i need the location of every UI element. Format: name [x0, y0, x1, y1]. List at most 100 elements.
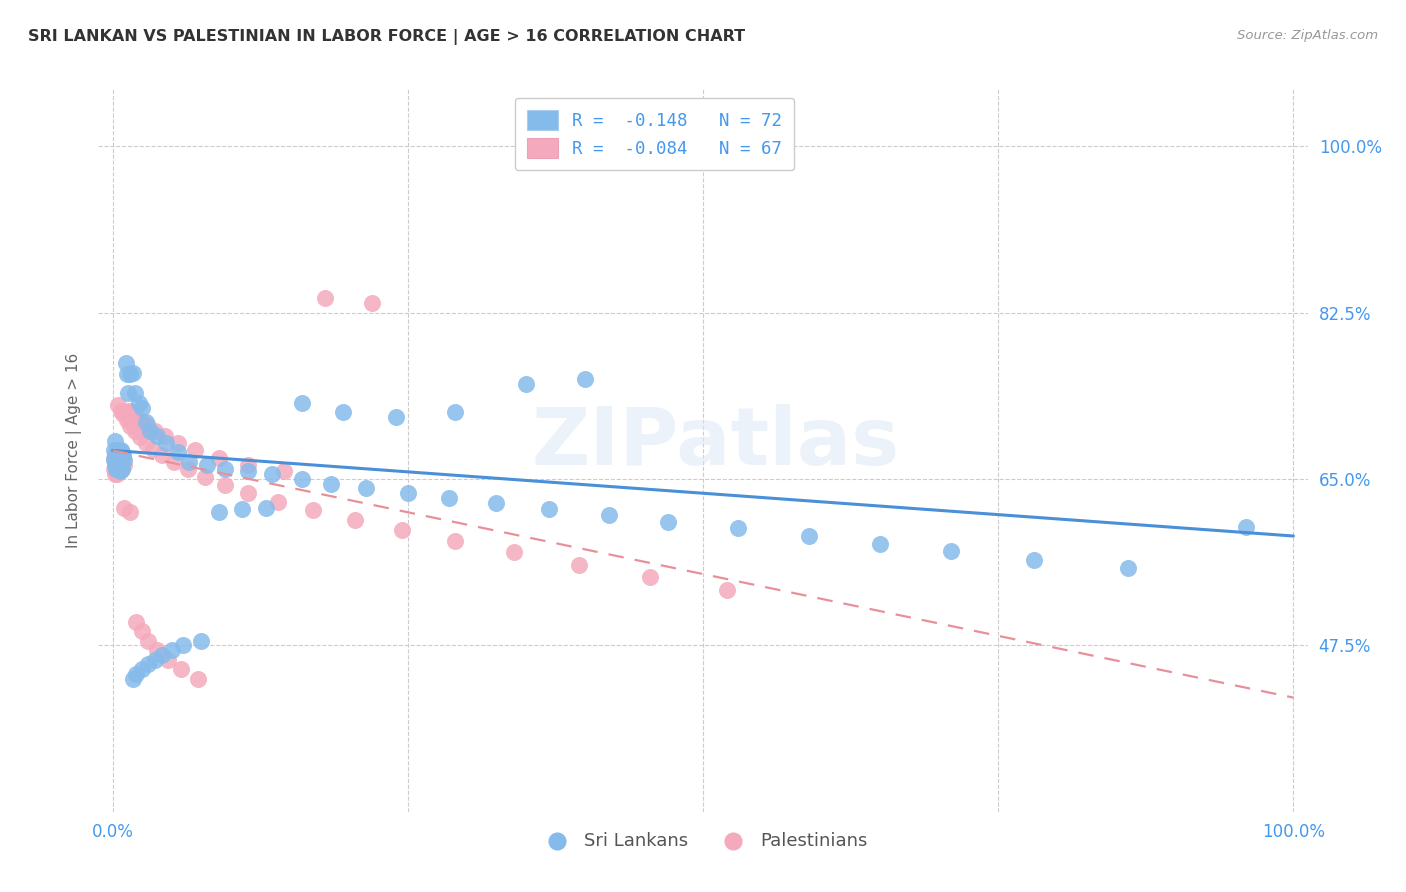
Point: [131, 401, 153, 415]
Point: [105, 458, 128, 472]
Point: [112, 451, 135, 466]
Point: [319, 476, 342, 491]
Point: [799, 529, 821, 543]
Point: [110, 458, 132, 472]
Point: [657, 515, 679, 529]
Point: [135, 415, 157, 429]
Point: [238, 458, 260, 472]
Point: [153, 429, 176, 443]
Point: [267, 495, 290, 509]
Point: [302, 503, 325, 517]
Point: [124, 386, 146, 401]
Point: [118, 403, 141, 417]
Point: [1234, 519, 1257, 533]
Point: [122, 407, 145, 422]
Point: [117, 407, 139, 422]
Point: [260, 467, 283, 482]
Point: [103, 462, 125, 476]
Point: [503, 545, 526, 559]
Point: [105, 462, 128, 476]
Point: [391, 524, 413, 538]
Point: [157, 652, 180, 666]
Point: [716, 583, 738, 598]
Point: [128, 396, 150, 410]
Point: [396, 486, 419, 500]
Point: [238, 464, 260, 478]
Point: [939, 544, 962, 558]
Point: [385, 410, 408, 425]
Point: [139, 425, 162, 439]
Point: [314, 291, 336, 305]
Point: [135, 435, 157, 450]
Point: [103, 443, 125, 458]
Point: [107, 445, 129, 459]
Point: [214, 477, 236, 491]
Point: [437, 491, 460, 505]
Point: [104, 434, 127, 448]
Point: [127, 410, 149, 425]
Point: [136, 418, 159, 433]
Point: [104, 458, 127, 472]
Text: ZIPatlas: ZIPatlas: [531, 404, 900, 483]
Point: [143, 652, 166, 666]
Point: [142, 442, 165, 456]
Point: [128, 430, 150, 444]
Point: [112, 500, 135, 515]
Point: [120, 418, 142, 433]
Point: [1022, 553, 1045, 567]
Point: [172, 638, 194, 652]
Point: [125, 666, 148, 681]
Point: [869, 536, 891, 550]
Point: [103, 453, 125, 467]
Point: [166, 435, 188, 450]
Point: [114, 356, 136, 370]
Point: [105, 443, 128, 458]
Point: [356, 482, 378, 496]
Point: [1116, 561, 1139, 575]
Point: [108, 464, 131, 478]
Point: [111, 462, 134, 476]
Point: [107, 453, 129, 467]
Text: SRI LANKAN VS PALESTINIAN IN LABOR FORCE | AGE > 16 CORRELATION CHART: SRI LANKAN VS PALESTINIAN IN LABOR FORCE…: [28, 29, 745, 45]
Point: [108, 451, 131, 466]
Legend: Sri Lankans, Palestinians: Sri Lankans, Palestinians: [531, 824, 875, 857]
Point: [103, 451, 125, 466]
Point: [290, 472, 312, 486]
Point: [727, 521, 749, 535]
Point: [115, 410, 138, 425]
Point: [105, 467, 128, 482]
Point: [124, 425, 146, 439]
Point: [108, 451, 131, 466]
Point: [111, 445, 134, 459]
Point: [184, 443, 207, 458]
Point: [214, 462, 236, 476]
Point: [146, 643, 169, 657]
Point: [515, 376, 537, 391]
Point: [120, 505, 142, 519]
Point: [190, 633, 212, 648]
Point: [574, 372, 596, 386]
Point: [146, 429, 169, 443]
Point: [179, 455, 201, 469]
Point: [195, 458, 218, 472]
Point: [231, 502, 253, 516]
Point: [444, 405, 467, 419]
Point: [131, 415, 153, 429]
Point: [150, 448, 173, 462]
Point: [136, 657, 159, 672]
Point: [107, 460, 129, 475]
Point: [332, 405, 354, 419]
Point: [170, 662, 193, 676]
Point: [638, 570, 661, 584]
Point: [120, 368, 142, 382]
Point: [105, 451, 128, 466]
Point: [115, 368, 138, 382]
Point: [361, 296, 384, 310]
Point: [598, 508, 620, 522]
Point: [136, 633, 159, 648]
Point: [150, 648, 173, 662]
Point: [112, 448, 135, 462]
Point: [163, 455, 186, 469]
Point: [111, 462, 134, 476]
Point: [121, 366, 143, 380]
